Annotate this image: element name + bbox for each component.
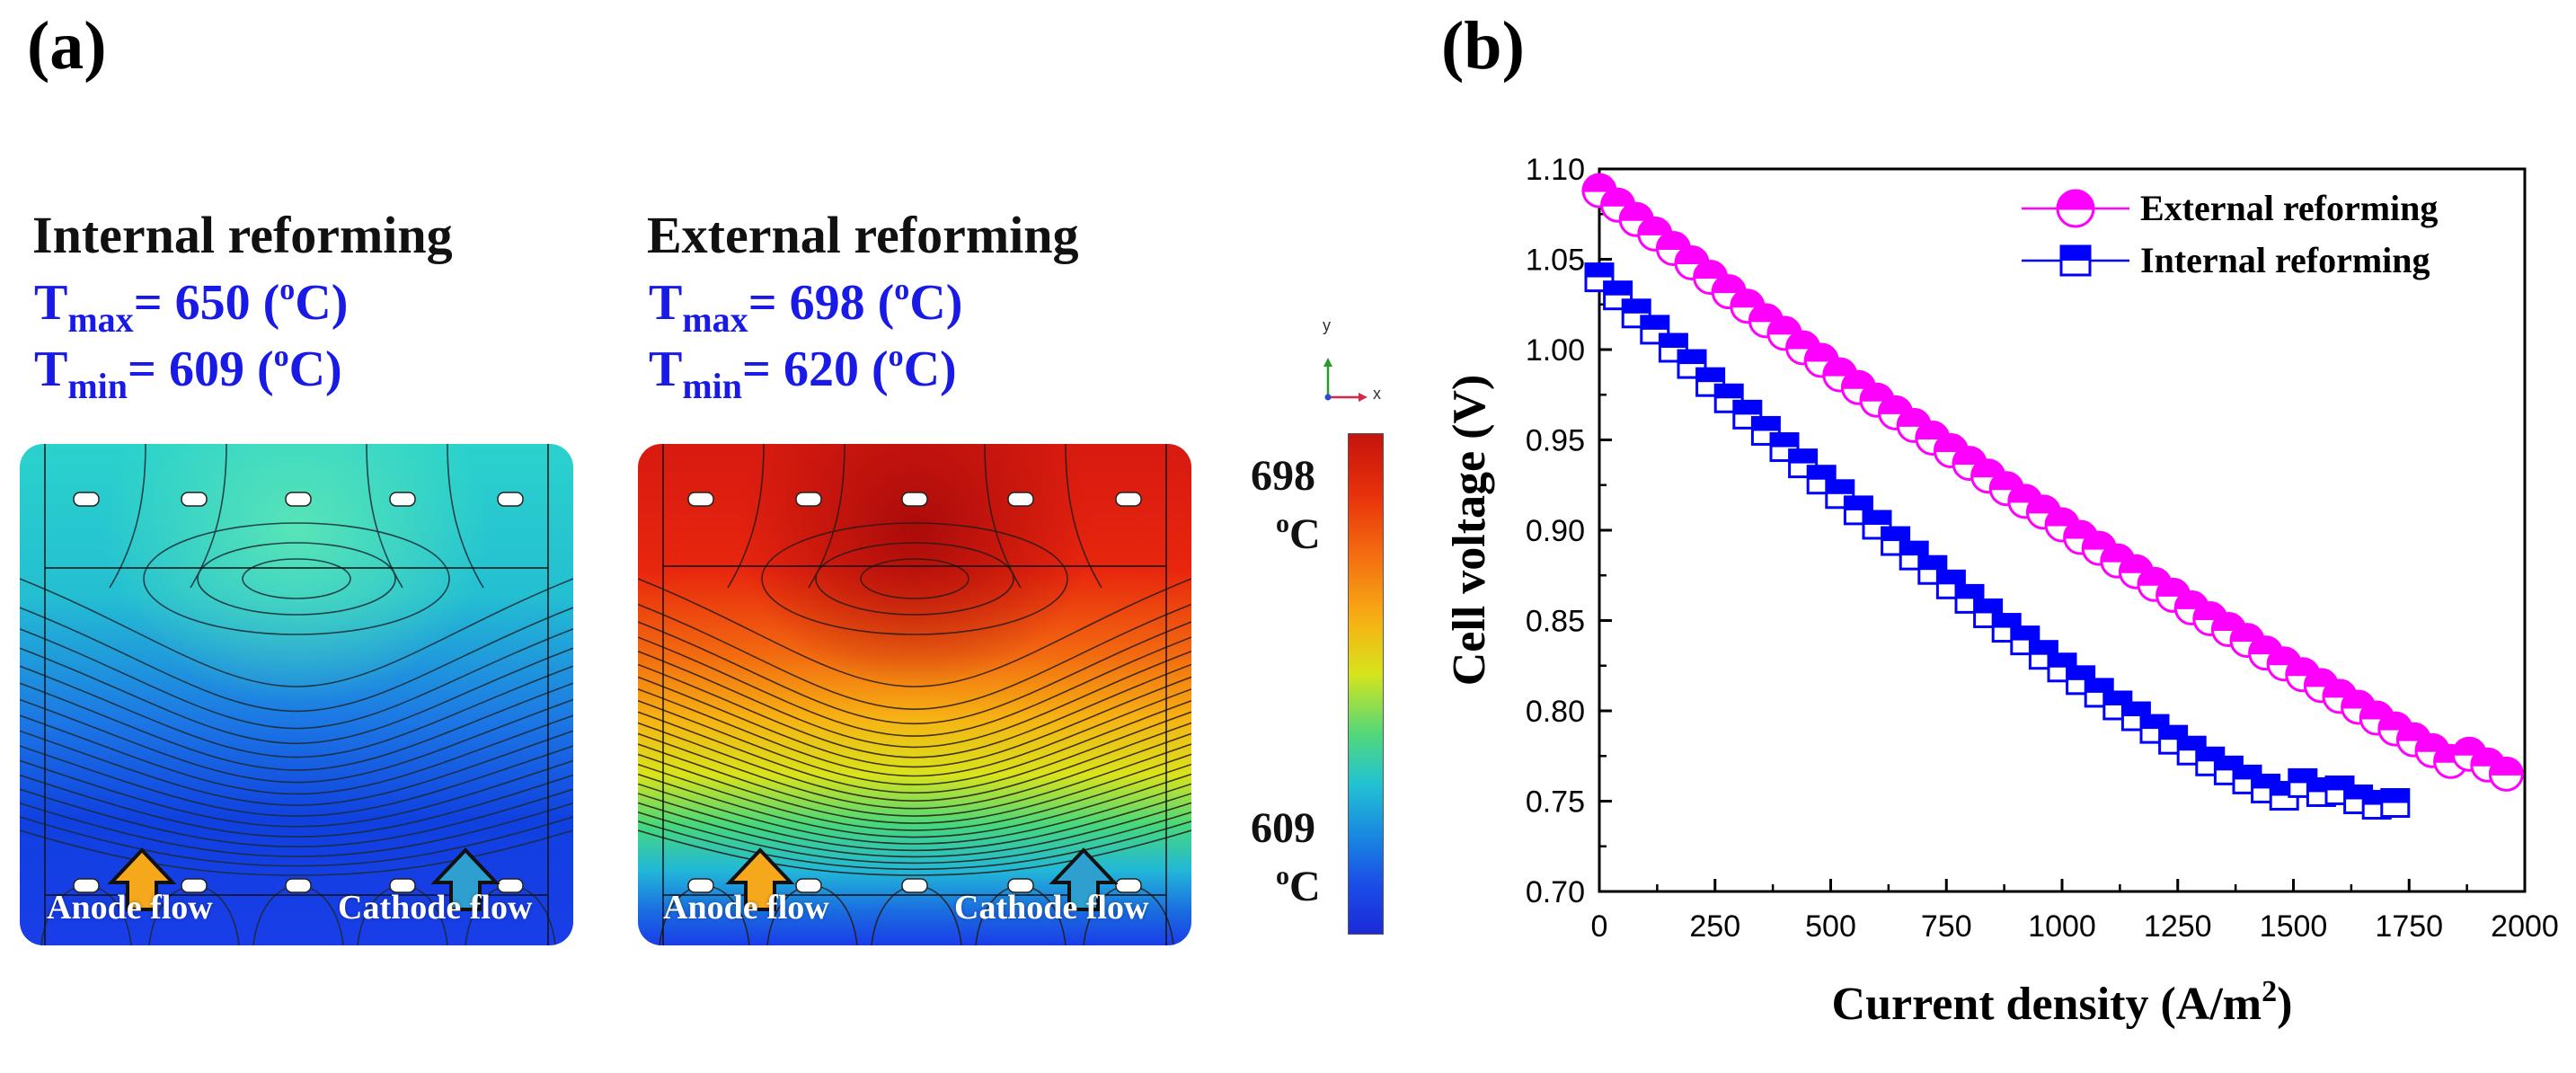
x-tick-label: 0 bbox=[1591, 909, 1608, 944]
y-tick-label: 1.10 bbox=[1526, 153, 1585, 187]
data-point-internal bbox=[1658, 333, 1688, 363]
data-point-internal bbox=[1640, 315, 1670, 345]
data-point-external bbox=[2192, 600, 2228, 636]
data-point-internal bbox=[1621, 298, 1651, 329]
legend-marker-external bbox=[2056, 189, 2095, 228]
x-axis-label: Current density (A/m2) bbox=[1832, 975, 2293, 1030]
external-tmin: Tmin= 620 (oC) bbox=[649, 340, 957, 406]
external-tmax: Tmax= 698 (oC) bbox=[649, 273, 963, 340]
data-point-internal bbox=[1788, 448, 1819, 479]
data-point-internal bbox=[2380, 788, 2411, 819]
colorbar-max-unit: oC bbox=[1276, 509, 1321, 558]
x-tick-label: 750 bbox=[1921, 909, 1972, 944]
axis-triad-icon: y x bbox=[1314, 316, 1394, 406]
panel-a-label: (a) bbox=[27, 8, 107, 84]
y-tick-label: 0.95 bbox=[1526, 424, 1585, 458]
temperature-colorbar bbox=[1348, 433, 1384, 935]
y-tick-label: 0.90 bbox=[1526, 514, 1585, 548]
internal-anode-flow-label: Anode flow bbox=[47, 889, 213, 927]
internal-cathode-flow-label: Cathode flow bbox=[338, 889, 533, 927]
x-tick-label: 1250 bbox=[2144, 909, 2212, 944]
data-point-internal bbox=[1769, 432, 1800, 463]
data-point-external bbox=[2488, 756, 2524, 792]
x-tick-label: 500 bbox=[1805, 909, 1856, 944]
y-tick-label: 0.70 bbox=[1526, 875, 1585, 909]
colorbar-min-value: 609 bbox=[1251, 804, 1315, 852]
external-anode-flow-label: Anode flow bbox=[663, 889, 829, 927]
data-point-internal bbox=[1843, 495, 1873, 526]
internal-title: Internal reforming bbox=[32, 206, 453, 264]
anode-arrow-icon bbox=[107, 847, 177, 911]
legend-label-0: External reforming bbox=[2140, 188, 2438, 228]
data-point-internal bbox=[1713, 383, 1744, 413]
internal-tmax: Tmax= 650 (oC) bbox=[34, 273, 349, 340]
triad-x-label: x bbox=[1373, 385, 1381, 403]
x-tick-label: 1750 bbox=[2375, 909, 2443, 944]
x-tick-label: 2000 bbox=[2491, 909, 2559, 944]
panel-b-label: (b) bbox=[1441, 8, 1525, 84]
external-temperature-map: Anode flow Cathode flow bbox=[638, 444, 1191, 945]
triad-y-label: y bbox=[1323, 316, 1331, 334]
external-cathode-flow-label: Cathode flow bbox=[954, 889, 1149, 927]
legend-marker-internal bbox=[2059, 244, 2092, 277]
x-tick-label: 250 bbox=[1689, 909, 1740, 944]
y-axis-label: Cell voltage (V) bbox=[1444, 375, 1495, 687]
internal-tmin: Tmin= 609 (oC) bbox=[34, 340, 342, 406]
cathode-arrow-icon bbox=[1049, 847, 1119, 911]
cathode-arrow-icon bbox=[430, 847, 500, 911]
y-tick-label: 0.75 bbox=[1526, 785, 1585, 820]
y-tick-label: 1.05 bbox=[1526, 244, 1585, 278]
data-point-internal bbox=[1899, 540, 1929, 571]
data-point-internal bbox=[1584, 262, 1615, 293]
y-tick-label: 0.80 bbox=[1526, 695, 1585, 729]
data-point-internal bbox=[1732, 399, 1763, 430]
y-tick-label: 1.00 bbox=[1526, 333, 1585, 368]
data-point-internal bbox=[2084, 678, 2114, 708]
legend-label-1: Internal reforming bbox=[2140, 240, 2430, 280]
anode-arrow-icon bbox=[725, 847, 795, 911]
x-tick-label: 1000 bbox=[2028, 909, 2096, 944]
internal-temperature-map: Anode flow Cathode flow bbox=[20, 444, 573, 945]
data-point-external bbox=[2248, 635, 2284, 671]
voltage-chart: 0 250 500 750 1000 1250 1500 1750 2000 0.70 0.75 0.… bbox=[1444, 153, 2559, 1030]
y-tick-label: 0.85 bbox=[1526, 605, 1585, 639]
data-point-internal bbox=[1603, 280, 1633, 311]
external-title: External reforming bbox=[647, 206, 1079, 264]
x-tick-label: 1500 bbox=[2260, 909, 2328, 944]
series-line-1 bbox=[1598, 276, 2395, 806]
data-point-internal bbox=[1750, 415, 1781, 446]
colorbar-min-unit: oC bbox=[1276, 861, 1321, 910]
colorbar-max-value: 698 bbox=[1251, 452, 1315, 500]
